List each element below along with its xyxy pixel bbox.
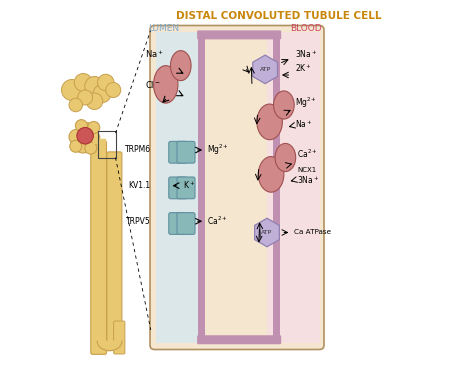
Bar — [98, 131, 116, 158]
Circle shape — [74, 74, 92, 92]
Text: Ca ATPase: Ca ATPase — [294, 230, 331, 236]
Text: Na$^+$: Na$^+$ — [295, 118, 312, 129]
Circle shape — [85, 76, 104, 96]
Ellipse shape — [275, 143, 296, 171]
Text: K$^+$: K$^+$ — [182, 180, 195, 192]
Circle shape — [78, 90, 92, 105]
Text: TRPM6: TRPM6 — [125, 146, 151, 154]
FancyBboxPatch shape — [177, 177, 195, 199]
FancyBboxPatch shape — [169, 213, 187, 234]
Ellipse shape — [257, 104, 283, 140]
Text: Mg$^{2+}$: Mg$^{2+}$ — [207, 143, 229, 157]
Circle shape — [70, 140, 82, 152]
Ellipse shape — [171, 51, 191, 81]
Circle shape — [62, 80, 82, 100]
Ellipse shape — [258, 157, 284, 192]
Text: DISTAL CONVOLUTED TUBULE CELL: DISTAL CONVOLUTED TUBULE CELL — [175, 11, 381, 21]
Bar — [156, 32, 201, 343]
FancyBboxPatch shape — [197, 335, 281, 344]
Circle shape — [106, 82, 121, 98]
Polygon shape — [255, 218, 279, 247]
FancyBboxPatch shape — [169, 141, 187, 163]
Bar — [273, 34, 280, 341]
Text: NCX1: NCX1 — [297, 167, 316, 173]
Text: Ca$^{2+}$: Ca$^{2+}$ — [297, 148, 318, 160]
Circle shape — [83, 130, 100, 146]
Circle shape — [85, 142, 97, 154]
Circle shape — [75, 120, 87, 132]
FancyBboxPatch shape — [91, 141, 107, 354]
FancyBboxPatch shape — [114, 321, 125, 354]
Text: TRPV5: TRPV5 — [126, 217, 151, 226]
FancyBboxPatch shape — [169, 177, 187, 199]
FancyBboxPatch shape — [177, 141, 195, 163]
Circle shape — [77, 128, 93, 144]
Polygon shape — [92, 139, 105, 142]
Text: Na$^+$: Na$^+$ — [145, 48, 164, 60]
Text: ATP: ATP — [261, 230, 273, 235]
Text: ATP: ATP — [259, 67, 271, 72]
FancyBboxPatch shape — [107, 152, 122, 343]
Ellipse shape — [273, 91, 294, 119]
Text: 2K$^+$: 2K$^+$ — [295, 62, 312, 74]
FancyBboxPatch shape — [197, 30, 281, 39]
Circle shape — [69, 129, 84, 144]
Text: KV1.1: KV1.1 — [128, 181, 151, 190]
Circle shape — [80, 123, 94, 136]
Text: 3Na$^+$: 3Na$^+$ — [295, 48, 318, 60]
Circle shape — [73, 132, 94, 153]
Text: Ca$^{2+}$: Ca$^{2+}$ — [207, 215, 228, 228]
Text: BLOOD: BLOOD — [291, 24, 322, 33]
Text: Mg$^{2+}$: Mg$^{2+}$ — [295, 95, 317, 110]
Circle shape — [86, 93, 103, 110]
Circle shape — [69, 98, 82, 112]
Text: 3Na$^+$: 3Na$^+$ — [297, 175, 319, 186]
Bar — [198, 34, 205, 341]
Ellipse shape — [154, 66, 178, 103]
Text: Cl$^-$: Cl$^-$ — [145, 79, 161, 90]
Circle shape — [98, 74, 114, 91]
Circle shape — [93, 85, 111, 103]
Polygon shape — [253, 55, 277, 84]
FancyBboxPatch shape — [150, 26, 324, 350]
Circle shape — [88, 122, 100, 134]
Text: LUMEN: LUMEN — [148, 24, 180, 33]
Bar — [267, 32, 319, 343]
Polygon shape — [97, 341, 122, 351]
FancyBboxPatch shape — [177, 213, 195, 234]
